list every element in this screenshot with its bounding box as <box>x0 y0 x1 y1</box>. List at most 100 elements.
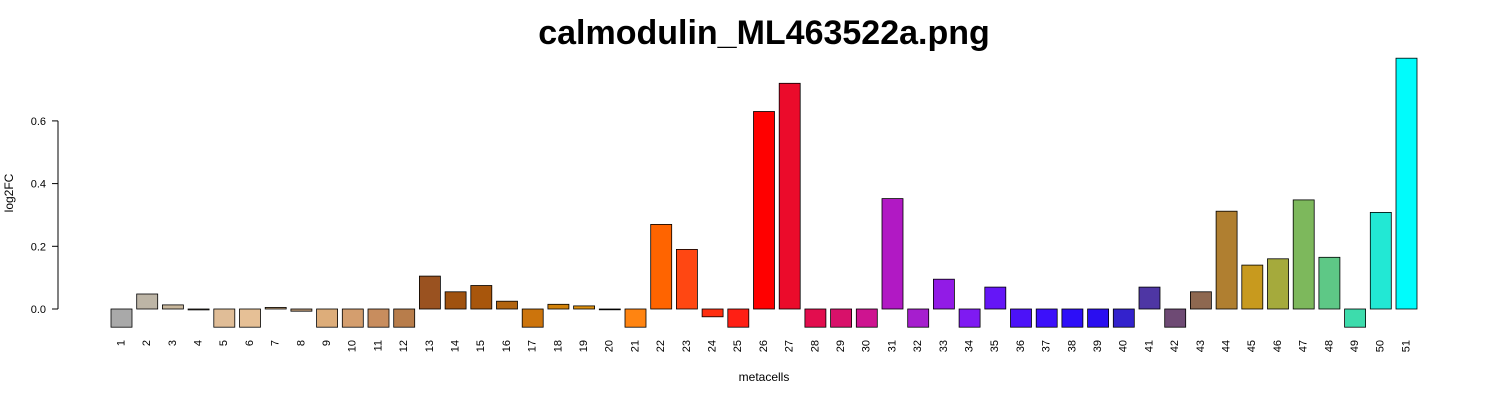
x-tick-label: 1 <box>115 340 127 346</box>
x-tick-label: 32 <box>912 340 924 352</box>
bar-metacell-15 <box>470 285 493 310</box>
bar-metacell-26 <box>753 111 775 310</box>
y-tick-label: 0.2 <box>31 241 46 253</box>
x-tick-label: 36 <box>1015 340 1027 352</box>
x-tick-label: 15 <box>475 340 487 352</box>
bar-metacell-16 <box>496 300 518 310</box>
x-tick-label: 16 <box>501 340 513 352</box>
x-tick-label: 25 <box>732 340 744 352</box>
bar-metacell-19 <box>573 305 595 310</box>
x-tick-label: 19 <box>578 340 590 352</box>
bar-metacell-12 <box>393 308 416 328</box>
bar-metacell-38 <box>1061 308 1084 328</box>
x-tick-label: 5 <box>218 340 230 346</box>
x-tick-label: 11 <box>372 340 384 351</box>
bar-metacell-4 <box>187 308 210 311</box>
x-tick-label: 48 <box>1323 340 1335 352</box>
x-tick-label: 24 <box>707 340 719 352</box>
x-tick-label: 3 <box>167 340 179 346</box>
bar-metacell-23 <box>676 248 698 310</box>
x-tick-label: 40 <box>1118 340 1130 352</box>
bar-metacell-42 <box>1164 308 1187 328</box>
x-tick-label: 27 <box>784 340 796 352</box>
x-tick-label: 49 <box>1349 340 1361 352</box>
x-tick-label: 44 <box>1221 340 1233 352</box>
x-axis-label: metacells <box>739 370 790 384</box>
x-tick-label: 42 <box>1169 340 1181 352</box>
y-axis-label: log2FC <box>2 173 16 212</box>
x-tick-label: 14 <box>450 340 462 352</box>
bar-metacell-2 <box>136 293 159 310</box>
bar-metacell-18 <box>547 303 570 310</box>
x-tick-label: 50 <box>1375 340 1387 352</box>
x-tick-label: 4 <box>193 340 205 346</box>
bar-metacell-35 <box>984 286 1007 310</box>
x-tick-label: 26 <box>758 340 770 352</box>
y-tick-label: 0.6 <box>31 116 46 128</box>
bar-metacell-6 <box>239 308 261 328</box>
bar-metacell-13 <box>418 275 441 310</box>
y-axis: 0.0 0.2 0.4 0.6 <box>31 116 59 316</box>
bar-metacell-47 <box>1292 199 1315 310</box>
x-tick-label: 9 <box>321 340 333 346</box>
x-tick-label: 30 <box>861 340 873 352</box>
bar-metacell-44 <box>1215 210 1238 310</box>
bar-metacell-9 <box>316 308 339 328</box>
bar-metacell-40 <box>1112 308 1135 328</box>
bars <box>110 57 1418 328</box>
x-tick-label: 21 <box>629 340 641 352</box>
bar-metacell-34 <box>958 308 981 328</box>
bar-metacell-51 <box>1395 57 1418 310</box>
x-tick-label: 12 <box>398 340 410 352</box>
x-tick-label: 38 <box>1066 340 1078 352</box>
bar-metacell-14 <box>444 291 467 310</box>
x-tick-label: 51 <box>1400 340 1412 352</box>
x-tick-label: 46 <box>1272 340 1284 352</box>
bar-metacell-21 <box>624 308 647 328</box>
bar-metacell-29 <box>830 308 852 328</box>
x-tick-label: 41 <box>1143 340 1155 352</box>
chart-title: calmodulin_ML463522a.png <box>538 14 990 52</box>
bar-metacell-1 <box>110 308 133 328</box>
bar-metacell-7 <box>264 306 287 310</box>
bar-metacell-48 <box>1318 256 1341 310</box>
bar-metacell-43 <box>1190 291 1212 310</box>
bar-metacell-27 <box>778 82 801 310</box>
bar-metacell-32 <box>907 308 930 328</box>
bar-metacell-50 <box>1369 211 1392 310</box>
y-tick-label: 0.4 <box>31 179 46 191</box>
x-tick-labels: 1 2 3 4 5 6 7 8 9 10 11 12 13 14 15 16 17 18 19 20 21 22 23 24 2… <box>115 340 1412 352</box>
bar-metacell-46 <box>1267 258 1289 310</box>
bar-metacell-8 <box>290 308 313 312</box>
bar-metacell-37 <box>1035 308 1058 328</box>
x-tick-label: 31 <box>886 340 898 352</box>
x-tick-label: 28 <box>809 340 821 352</box>
bar-metacell-17 <box>521 308 544 328</box>
x-tick-label: 17 <box>527 340 539 352</box>
bar-metacell-30 <box>855 308 878 328</box>
x-tick-label: 7 <box>270 340 282 346</box>
bar-metacell-24 <box>701 308 724 318</box>
bar-metacell-5 <box>213 308 236 328</box>
bar-metacell-49 <box>1344 308 1366 328</box>
bar-metacell-45 <box>1241 264 1264 310</box>
bar-metacell-3 <box>161 304 184 310</box>
bar-metacell-28 <box>804 308 827 328</box>
x-tick-label: 13 <box>424 340 436 352</box>
x-tick-label: 45 <box>1246 340 1258 352</box>
bar-metacell-33 <box>933 278 955 310</box>
x-tick-label: 23 <box>681 340 693 352</box>
bar-metacell-25 <box>727 308 750 328</box>
bar-metacell-20 <box>598 308 621 311</box>
x-tick-label: 35 <box>989 340 1001 352</box>
bar-metacell-36 <box>1010 308 1032 328</box>
y-tick-label: 0.0 <box>31 304 46 316</box>
x-tick-label: 29 <box>835 340 847 352</box>
x-tick-label: 20 <box>604 340 616 352</box>
x-tick-label: 33 <box>938 340 950 352</box>
bar-metacell-39 <box>1087 308 1109 328</box>
bar-metacell-41 <box>1138 286 1161 310</box>
bar-metacell-10 <box>341 308 364 328</box>
x-tick-label: 34 <box>964 340 976 352</box>
